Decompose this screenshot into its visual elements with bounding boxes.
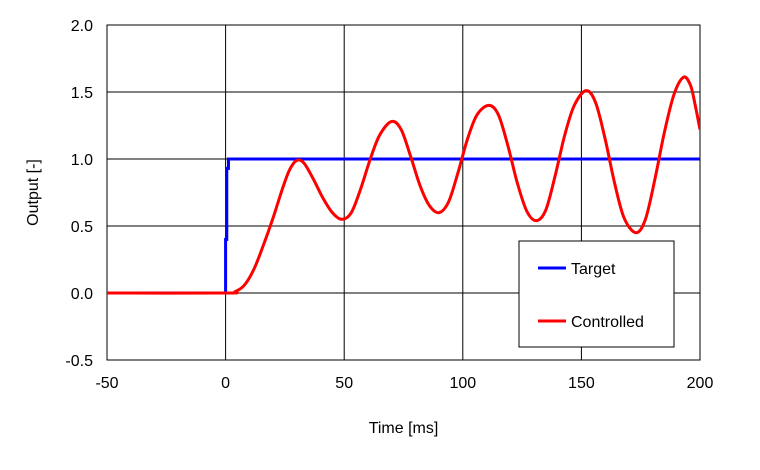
y-tick-label: 0.5 <box>71 219 93 236</box>
y-tick-label: 1.5 <box>71 85 93 102</box>
legend-box <box>518 240 675 348</box>
x-tick-label: 0 <box>221 375 230 392</box>
x-tick-label: 50 <box>335 375 353 392</box>
y-tick-label: 2.0 <box>71 18 93 35</box>
x-tick-label: 100 <box>449 375 476 392</box>
x-axis-label: Time [ms] <box>369 420 439 437</box>
x-tick-label: 200 <box>687 375 714 392</box>
y-tick-label: 1.0 <box>71 152 93 169</box>
x-tick-label: -50 <box>95 375 118 392</box>
x-tick-label: 150 <box>568 375 595 392</box>
legend-label-target: Target <box>571 261 616 278</box>
y-tick-label: -0.5 <box>65 353 93 370</box>
plot-frame <box>106 24 701 361</box>
legend: Target Controlled <box>518 240 675 348</box>
y-axis-label: Output [-] <box>25 159 42 226</box>
series-line-target <box>107 157 700 295</box>
series-line-controlled <box>107 75 700 295</box>
legend-label-controlled: Controlled <box>571 314 644 331</box>
y-tick-label: 0.0 <box>71 286 93 303</box>
